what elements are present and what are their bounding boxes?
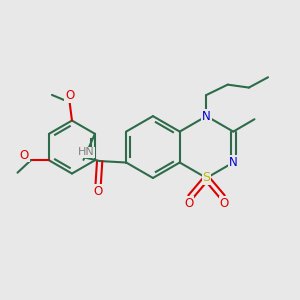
Text: O: O [20, 148, 29, 161]
Text: N: N [202, 110, 211, 123]
Text: O: O [220, 197, 229, 210]
Text: O: O [94, 185, 103, 198]
Text: O: O [184, 197, 194, 210]
Text: N: N [229, 156, 238, 169]
Text: HN: HN [78, 147, 95, 157]
Text: S: S [202, 172, 211, 184]
Text: O: O [65, 89, 74, 102]
